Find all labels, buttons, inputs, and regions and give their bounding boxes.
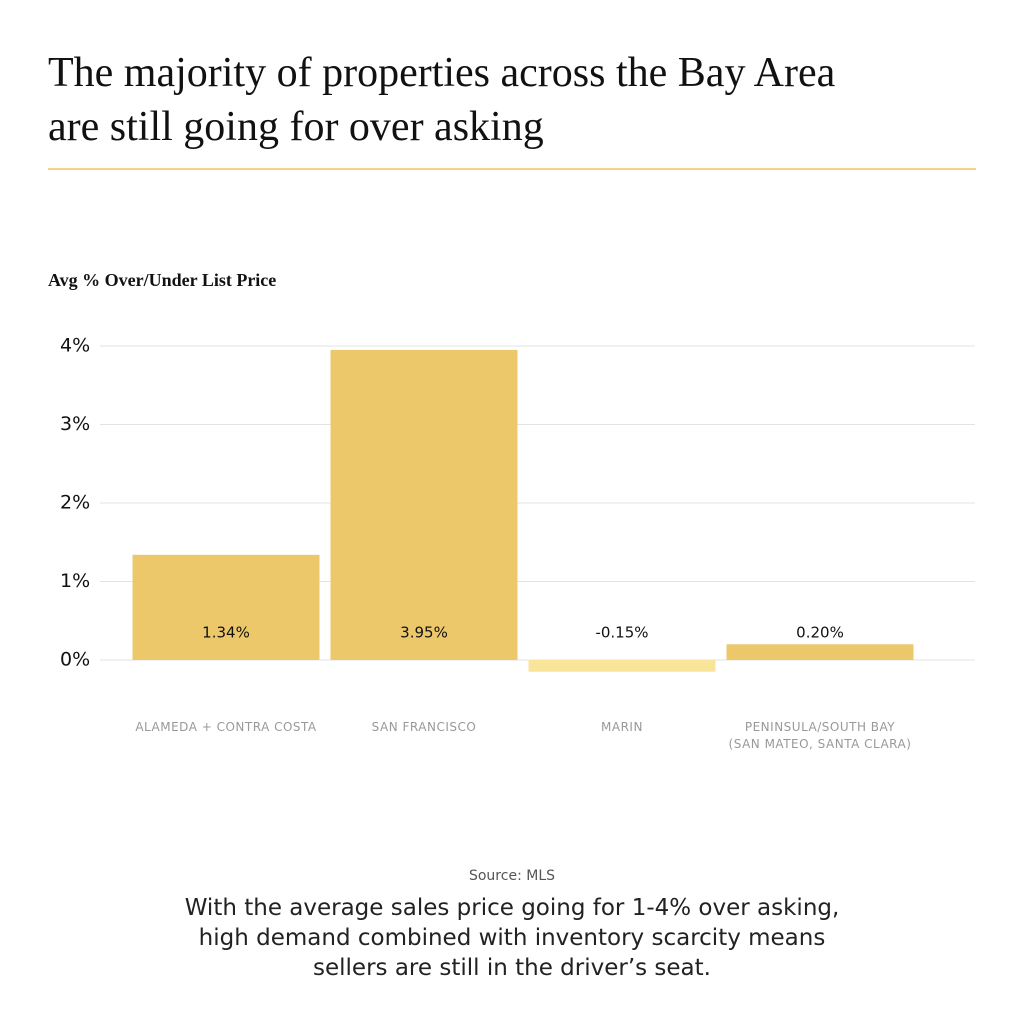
y-tick-label: 0%	[60, 649, 90, 671]
y-tick-label: 4%	[60, 335, 90, 357]
value-label: 0.20%	[796, 624, 844, 642]
y-tick-label: 2%	[60, 492, 90, 514]
value-label: -0.15%	[595, 624, 648, 642]
y-axis-label: Avg % Over/Under List Price	[48, 270, 277, 290]
title-rule	[48, 168, 976, 170]
chart-title: The majority of properties across the Ba…	[48, 50, 836, 150]
bar	[528, 660, 716, 672]
value-label: 1.34%	[202, 624, 250, 642]
bar	[330, 349, 518, 660]
x-tick-label: SAN FRANCISCO	[371, 720, 477, 734]
x-tick-label: MARIN	[601, 720, 643, 734]
y-tick-label: 1%	[60, 570, 90, 592]
y-tick-label: 3%	[60, 413, 90, 435]
x-tick-label: ALAMEDA + CONTRA COSTA	[135, 720, 317, 734]
caption: With the average sales price going for 1…	[184, 895, 840, 981]
bar	[132, 554, 320, 660]
source: Source: MLS	[468, 868, 556, 884]
bar	[726, 644, 914, 660]
x-tick-label: PENINSULA/SOUTH BAY (SAN MATEO, SANTA CL…	[728, 720, 912, 751]
value-label: 3.95%	[400, 624, 448, 642]
